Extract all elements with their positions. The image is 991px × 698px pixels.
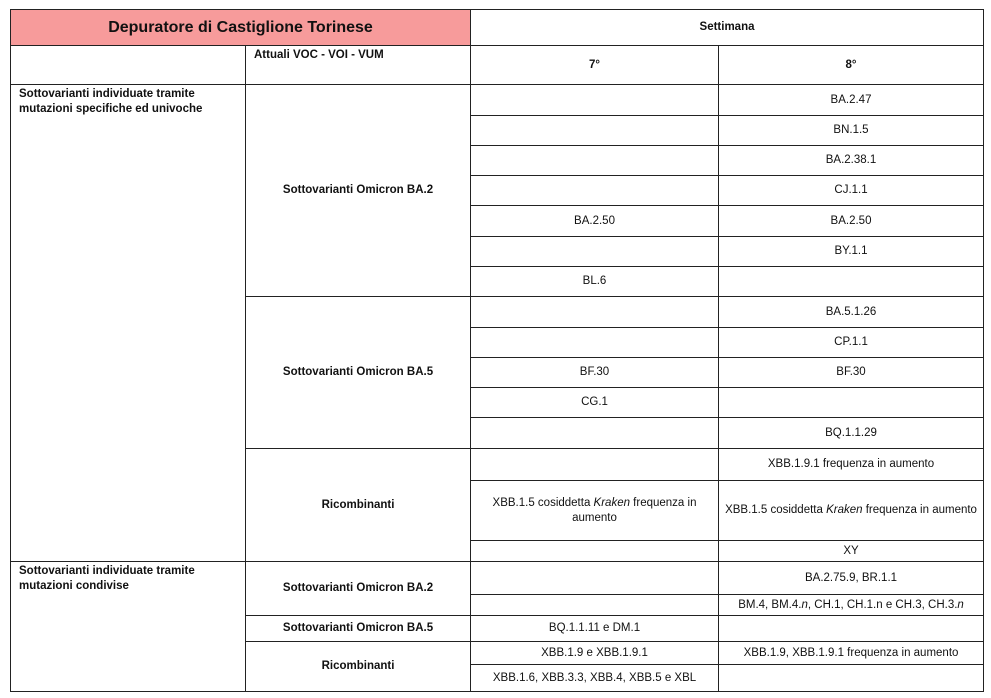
table-row: BF.30 BF.30 (11, 357, 985, 388)
week-7-cell (470, 417, 720, 449)
table-row: XY (11, 540, 985, 562)
week-8-cell (718, 387, 985, 418)
week-7-cell: XBB.1.9 e XBB.1.9.1 (470, 641, 720, 665)
variants-table: Depuratore di Castiglione Torinese Setti… (9, 9, 985, 692)
subgroup-label: Sottovarianti Omicron BA.5 (244, 615, 472, 642)
table-row: Sottovarianti Omicron BA.5 BA.5.1.26 (11, 296, 985, 449)
week-8-cell: XY (718, 540, 985, 562)
table-row: Sottovarianti individuate tramite mutazi… (10, 84, 985, 562)
week-7-cell (470, 561, 720, 595)
week-header: Settimana (470, 9, 985, 46)
week-7-cell (470, 448, 720, 481)
week-7-cell (470, 327, 720, 358)
title-row: Depuratore di Castiglione Torinese Setti… (9, 9, 985, 46)
week-8-cell (718, 664, 985, 692)
week-7-cell: BF.30 (470, 357, 720, 388)
week-8-cell: BA.2.47 (718, 84, 985, 116)
week-8-cell: BN.1.5 (718, 115, 985, 146)
week-8-header: 8° (718, 45, 985, 85)
week-8-cell: BY.1.1 (718, 236, 985, 267)
subgroup-label: Sottovarianti Omicron BA.2 (244, 84, 472, 297)
category-label: Sottovarianti individuate tramite mutazi… (10, 84, 246, 562)
week-7-cell (470, 594, 720, 616)
category-label: Sottovarianti individuate tramite mutazi… (10, 561, 246, 692)
subgroup-label: Ricombinanti (244, 448, 472, 562)
table-row: XBB.1.6, XBB.3.3, XBB.4, XBB.5 e XBL (11, 664, 985, 692)
table-row: CP.1.1 (11, 327, 985, 358)
week-7-cell: XBB.1.5 cosiddetta Kraken frequenza in a… (470, 480, 720, 541)
empty-cell (10, 45, 246, 85)
week-7-cell (470, 84, 720, 116)
table-row: XBB.1.5 cosiddetta Kraken frequenza in a… (11, 480, 985, 541)
table-row: BQ.1.1.29 (11, 417, 985, 449)
week-8-cell: XBB.1.9.1 frequenza in aumento (718, 448, 985, 481)
week-8-cell: BM.4, BM.4.n, CH.1, CH.1.n e CH.3, CH.3.… (718, 594, 985, 616)
week-7-cell (470, 115, 720, 146)
week-7-cell: BQ.1.1.11 e DM.1 (470, 615, 720, 642)
week-7-cell (470, 540, 720, 562)
table-row: Sottovarianti individuate tramite mutazi… (10, 561, 985, 692)
week-8-cell: XBB.1.5 cosiddetta Kraken frequenza in a… (718, 480, 985, 541)
week-8-cell: XBB.1.9, XBB.1.9.1 frequenza in aumento (718, 641, 985, 665)
table-row: Ricombinanti XBB.1.9 e XBB.1.9.1 XBB.1.9, … (11, 641, 985, 692)
week-8-cell (718, 266, 985, 297)
week-8-cell: BQ.1.1.29 (718, 417, 985, 449)
week-7-cell: XBB.1.6, XBB.3.3, XBB.4, XBB.5 e XBL (470, 664, 720, 692)
week-8-cell: BF.30 (718, 357, 985, 388)
week-8-cell: CP.1.1 (718, 327, 985, 358)
week-8-cell: CJ.1.1 (718, 175, 985, 206)
week-7-header: 7° (470, 45, 720, 85)
week-8-cell: BA.2.75.9, BR.1.1 (718, 561, 985, 595)
subgroup-label: Ricombinanti (244, 641, 472, 692)
subgroup-label: Sottovarianti Omicron BA.5 (244, 296, 472, 449)
week-8-cell: BA.2.38.1 (718, 145, 985, 176)
week-7-cell (470, 236, 720, 267)
week-7-cell (470, 175, 720, 206)
table-row: Ricombinanti XBB.1.9.1 frequenza in aumen… (11, 448, 985, 562)
table-row: Sottovarianti Omicron BA.5 BQ.1.1.11 e DM… (11, 615, 985, 642)
week-7-cell (470, 145, 720, 176)
voc-header: Attuali VOC - VOI - VUM (244, 45, 472, 85)
subheader-row: Attuali VOC - VOI - VUM 7° 8° (10, 45, 985, 85)
week-7-cell: BA.2.50 (470, 205, 720, 237)
table-row: BY.1.1 (11, 236, 985, 267)
week-7-cell: CG.1 (470, 387, 720, 418)
table-row: CJ.1.1 (11, 175, 985, 206)
week-7-cell: BL.6 (470, 266, 720, 297)
week-8-cell (718, 615, 985, 642)
table-title: Depuratore di Castiglione Torinese (9, 9, 472, 46)
week-8-cell: BA.5.1.26 (718, 296, 985, 328)
subgroup-label: Sottovarianti Omicron BA.2 (244, 561, 472, 616)
week-7-cell (470, 296, 720, 328)
week-8-cell: BA.2.50 (718, 205, 985, 237)
